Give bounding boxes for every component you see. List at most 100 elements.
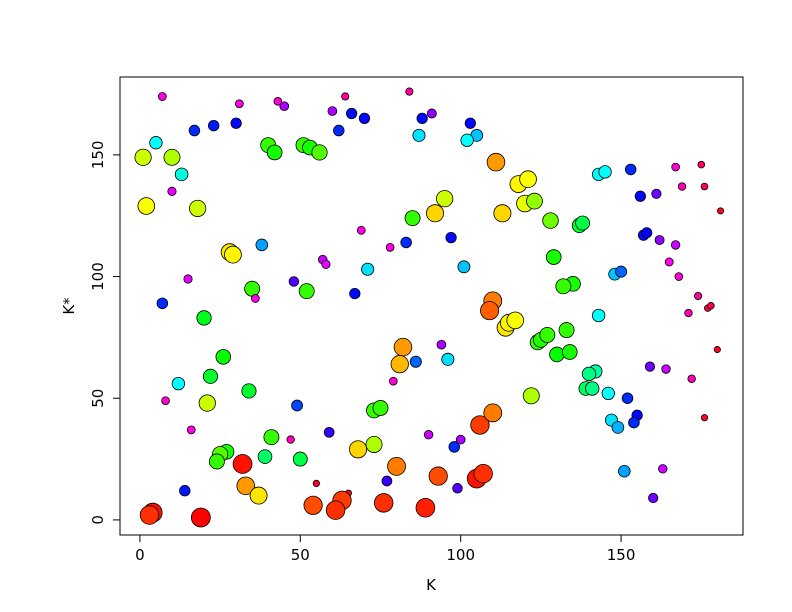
data-point — [188, 124, 201, 137]
data-point — [409, 355, 422, 368]
data-point — [664, 257, 674, 267]
data-point — [493, 204, 512, 223]
data-point — [190, 507, 211, 528]
data-point — [312, 479, 320, 488]
data-point — [483, 403, 503, 423]
data-point — [385, 242, 395, 252]
data-point — [415, 497, 436, 518]
data-point — [230, 117, 242, 129]
data-point — [707, 302, 715, 310]
data-point — [361, 262, 375, 276]
data-point — [700, 414, 709, 422]
data-point — [591, 308, 606, 323]
data-point — [713, 346, 721, 354]
y-tick-label: 50 — [89, 389, 107, 408]
data-point — [333, 124, 345, 137]
data-point — [561, 344, 578, 360]
data-point — [390, 355, 409, 374]
data-point — [134, 148, 152, 166]
data-point — [163, 148, 181, 166]
data-point — [374, 493, 394, 513]
data-point — [558, 322, 575, 339]
data-point — [457, 260, 471, 274]
data-point — [661, 364, 671, 374]
data-point — [581, 366, 597, 382]
data-point — [189, 199, 207, 218]
data-point — [291, 399, 303, 412]
data-point — [341, 92, 350, 101]
y-tick-label: 0 — [89, 515, 107, 525]
data-point — [522, 387, 540, 405]
data-point — [323, 426, 335, 438]
data-point — [526, 192, 543, 210]
data-point — [149, 136, 163, 150]
data-point — [648, 492, 659, 504]
x-tick-label: 50 — [291, 546, 310, 564]
data-point — [325, 500, 346, 520]
data-point — [236, 476, 256, 496]
data-point — [365, 436, 383, 453]
data-point — [473, 463, 493, 484]
x-tick-label: 0 — [135, 546, 145, 564]
data-point — [196, 310, 212, 326]
data-point — [615, 265, 628, 278]
data-point — [381, 475, 393, 487]
data-point — [349, 440, 368, 459]
data-point — [298, 283, 315, 300]
data-point — [621, 392, 634, 404]
data-point — [601, 386, 615, 401]
data-point — [641, 227, 653, 239]
data-point — [448, 441, 461, 453]
data-point — [634, 190, 646, 202]
data-point — [327, 106, 338, 116]
data-point — [598, 165, 612, 179]
data-point — [400, 236, 412, 249]
data-point — [654, 235, 665, 246]
data-point — [624, 163, 637, 176]
data-point — [671, 162, 680, 172]
data-point — [224, 245, 242, 264]
data-point — [405, 87, 414, 96]
data-point — [356, 225, 366, 235]
data-point — [183, 274, 193, 284]
data-point — [372, 400, 389, 416]
data-point — [321, 259, 331, 269]
data-point — [694, 291, 703, 301]
data-point — [266, 144, 283, 161]
x-axis-label: K — [426, 576, 437, 594]
data-point — [519, 170, 537, 189]
y-axis-label: K* — [60, 297, 78, 315]
data-point — [416, 112, 428, 124]
data-point — [389, 376, 398, 386]
data-point — [263, 429, 280, 446]
y-tick-label: 100 — [89, 262, 107, 291]
points-layer — [134, 87, 725, 528]
x-tick-label: 150 — [607, 546, 636, 564]
data-point — [423, 430, 434, 440]
data-point — [684, 308, 693, 318]
data-point — [393, 337, 413, 357]
data-point — [157, 92, 167, 101]
data-point — [441, 352, 455, 366]
data-point — [428, 466, 448, 486]
data-point — [436, 339, 447, 350]
data-point — [677, 182, 687, 191]
data-point — [244, 280, 261, 297]
data-point — [279, 101, 290, 112]
data-point — [658, 464, 668, 474]
data-point — [288, 276, 300, 287]
data-point — [174, 167, 189, 182]
data-point — [202, 368, 219, 384]
data-point — [575, 215, 591, 231]
data-point — [404, 210, 421, 227]
data-point — [311, 144, 328, 161]
data-point — [167, 186, 177, 196]
data-point — [670, 240, 681, 250]
data-point — [628, 416, 640, 429]
data-point — [506, 311, 525, 330]
data-point — [674, 272, 684, 281]
data-point — [255, 238, 269, 252]
data-point — [700, 182, 709, 191]
data-point — [208, 453, 225, 470]
